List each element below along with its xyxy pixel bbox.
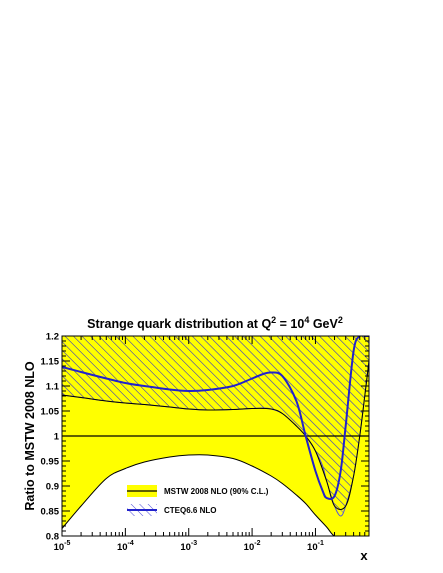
y-tick-label: 1 bbox=[54, 432, 60, 443]
y-axis-label: Ratio to MSTW 2008 NLO bbox=[23, 361, 37, 511]
mstw-band-lower-edge bbox=[62, 454, 369, 536]
x-tick-label: 10-5 bbox=[54, 540, 71, 553]
legend-label-cteq: CTEQ6.6 NLO bbox=[164, 506, 216, 515]
legend-label-mstw: MSTW 2008 NLO (90% C.L.) bbox=[164, 487, 269, 496]
title-main: Strange quark distribution at Q bbox=[87, 317, 271, 331]
title-sup-1: 2 bbox=[271, 315, 276, 325]
title-sup-3: 2 bbox=[338, 315, 343, 325]
y-tick-label: 0.8 bbox=[46, 532, 59, 543]
y-tick-label: 1.2 bbox=[46, 332, 59, 343]
y-tick-label: 0.85 bbox=[41, 507, 60, 518]
mstw-band-upper-edge bbox=[62, 360, 369, 510]
title-sup-2: 4 bbox=[304, 315, 309, 325]
y-tick-label: 1.05 bbox=[41, 407, 60, 418]
x-tick-label: 10-3 bbox=[180, 540, 197, 553]
title-mid: = 10 bbox=[276, 317, 304, 331]
x-axis-label: x bbox=[360, 548, 368, 563]
y-tick-label: 1.1 bbox=[46, 382, 60, 393]
chart-title: Strange quark distribution at Q2 = 104 G… bbox=[87, 315, 343, 331]
y-tick-label: 1.15 bbox=[41, 357, 60, 368]
cteq-band bbox=[62, 336, 369, 516]
x-tick-label: 10-1 bbox=[307, 540, 324, 553]
y-tick-label: 0.9 bbox=[46, 482, 59, 493]
cteq-central-line bbox=[62, 336, 369, 500]
title-unit: GeV bbox=[309, 317, 338, 331]
y-tick-label: 0.95 bbox=[41, 457, 60, 468]
x-tick-label: 10-2 bbox=[244, 540, 261, 553]
x-tick-label: 10-4 bbox=[117, 540, 134, 553]
